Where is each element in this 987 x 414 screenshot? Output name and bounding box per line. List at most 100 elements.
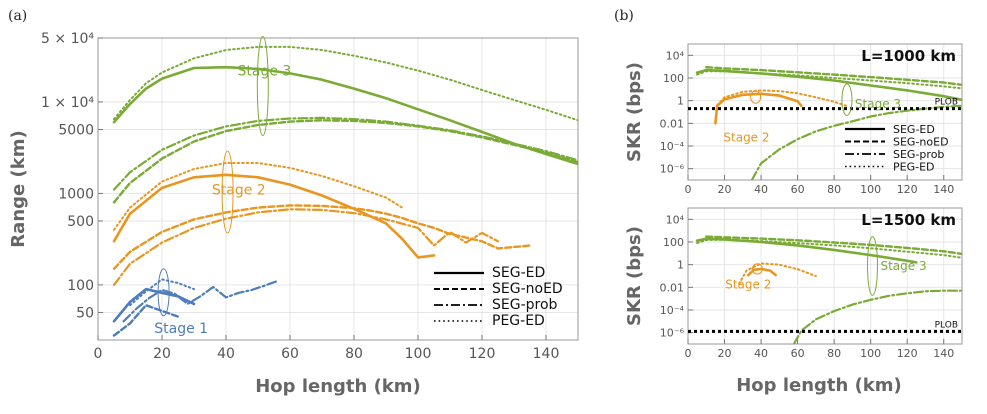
series-line-stage-2-peg-ed	[738, 262, 817, 285]
plob-label: PLOB	[935, 320, 958, 330]
panel-title: L=1500 km	[861, 211, 956, 229]
series-line-stage-1-peg-ed	[129, 278, 195, 307]
y-axis-title: Range (km)	[8, 130, 29, 247]
stage-ellipse	[157, 268, 170, 317]
plot-frame	[687, 207, 963, 345]
stage-label: Stage 1	[154, 321, 208, 337]
x-tick-label: 0	[685, 347, 692, 360]
stage-label: Stage 3	[855, 97, 901, 111]
x-tick-label: 40	[217, 346, 235, 362]
legend-label: SEG-ED	[492, 265, 545, 281]
y-tick-label: 500	[67, 214, 94, 230]
panel-title: L=1000 km	[861, 47, 956, 65]
x-tick-label: 20	[153, 346, 171, 362]
x-axis-title: Hop length (km)	[255, 376, 421, 397]
series-line-stage-1-seg-prob	[122, 280, 279, 323]
series-line-stage-2-seg-ed	[746, 267, 778, 277]
panel-b-bottom-skr-chart: 0 20 40 60 80 100 120 140 10⁴ 100 1 0.01 10⁻⁴ 10⁻⁶ Hop…	[624, 207, 963, 396]
x-tick-label: 80	[827, 183, 841, 196]
panel-a-range-chart: 0 20 40 60 80 100 120 140 50 100 500 1000 5000 1 × 10…	[8, 8, 579, 397]
x-tick-label: 40	[754, 183, 768, 196]
x-tick-label: 140	[933, 347, 954, 360]
series-line-stage-3-seg-noed	[112, 119, 578, 204]
gridlines	[97, 37, 578, 340]
legend-label: SEG-prob	[492, 297, 558, 313]
series-line-stage-3-seg-prob	[112, 116, 578, 191]
stage-ellipse	[750, 90, 762, 104]
y-axis-title: SKR (bps)	[624, 226, 645, 326]
series-group	[112, 45, 578, 337]
x-tick-label: 120	[469, 346, 496, 362]
y-tick-label: 100	[663, 72, 684, 85]
x-tick-label: 120	[897, 183, 918, 196]
y-tick-label: 100	[663, 236, 684, 249]
series-line-stage-3-seg-prob	[792, 289, 962, 344]
series-line-stage-3-seg-noed	[705, 235, 962, 256]
series-line-stage-2-peg-ed	[716, 89, 850, 108]
stage-label: Stage 2	[212, 183, 266, 199]
stage-label: Stage 2	[725, 277, 771, 291]
y-axis-title: SKR (bps)	[624, 62, 645, 162]
series-line-stage-1-seg-noed	[112, 304, 180, 337]
y-tick-label: 10⁴	[666, 49, 685, 62]
y-tick-label: 10⁴	[666, 213, 685, 226]
plob-label: PLOB	[935, 98, 958, 108]
legend-label: PEG-ED	[893, 161, 935, 174]
panel-label: (b)	[614, 8, 634, 24]
y-tick-label: 100	[67, 278, 94, 294]
x-tick-label: 140	[533, 346, 560, 362]
series-line-stage-2-seg-ed	[112, 173, 436, 259]
series-line-stage-2-seg-prob	[112, 208, 500, 286]
y-tick-label: 10⁻⁶	[660, 163, 685, 176]
legend-label: SEG-ED	[893, 123, 935, 136]
legend-label: PEG-ED	[492, 313, 545, 329]
y-tick-label: 10⁻⁶	[660, 327, 685, 340]
series-group	[688, 235, 962, 344]
legend-label: SEG-prob	[893, 148, 944, 161]
x-tick-label: 80	[827, 347, 841, 360]
series-line-stage-3-seg-prob	[750, 104, 962, 180]
y-tick-label: 1	[677, 259, 684, 272]
y-tick-label: 10⁻⁴	[660, 304, 685, 317]
x-tick-label: 80	[345, 346, 363, 362]
stage-ellipse	[841, 83, 853, 116]
series-line-stage-3-peg-ed	[696, 70, 962, 90]
y-tick-label: 1	[677, 95, 684, 108]
y-tick-label: 1 × 10⁴	[41, 95, 94, 111]
series-line-stage-2-seg-ed	[714, 92, 803, 125]
x-tick-label: 100	[860, 183, 881, 196]
series-line-stage-2-peg-ed	[113, 162, 403, 231]
x-tick-label: 60	[281, 346, 299, 362]
stage-ellipse	[751, 263, 763, 275]
x-tick-label: 40	[754, 347, 768, 360]
series-line-stage-3-peg-ed	[113, 45, 578, 122]
panel-b-top-skr-chart: 0 20 40 60 80 100 120 140 10⁴ 100 1 0.01 10⁻⁴ 10⁻⁶ SKR…	[614, 8, 963, 196]
plot-frame	[687, 43, 963, 181]
panel-label: (a)	[8, 8, 27, 24]
x-axis-title: Hop length (km)	[736, 375, 902, 396]
x-tick-label: 20	[718, 183, 732, 196]
y-tick-label: 10⁻⁴	[660, 140, 685, 153]
stage-label: Stage 3	[880, 259, 926, 273]
stage-ellipse	[866, 236, 878, 296]
plot-frame	[97, 37, 579, 341]
series-line-stage-3-seg-ed	[112, 65, 578, 166]
x-tick-label: 0	[94, 346, 103, 362]
legend-label: SEG-noED	[492, 281, 563, 297]
x-tick-label: 140	[933, 183, 954, 196]
x-tick-label: 100	[860, 347, 881, 360]
stage-label: Stage 3	[237, 64, 291, 80]
stage-ellipse	[221, 150, 234, 234]
y-tick-label: 0.01	[660, 281, 685, 294]
y-tick-label: 50	[76, 305, 94, 321]
x-tick-label: 60	[791, 347, 805, 360]
x-tick-label: 100	[405, 346, 432, 362]
y-tick-label: 1000	[58, 186, 94, 202]
x-tick-label: 60	[791, 183, 805, 196]
x-tick-label: 0	[685, 183, 692, 196]
series-line-stage-2-seg-noed	[112, 204, 532, 270]
x-tick-label: 120	[897, 347, 918, 360]
